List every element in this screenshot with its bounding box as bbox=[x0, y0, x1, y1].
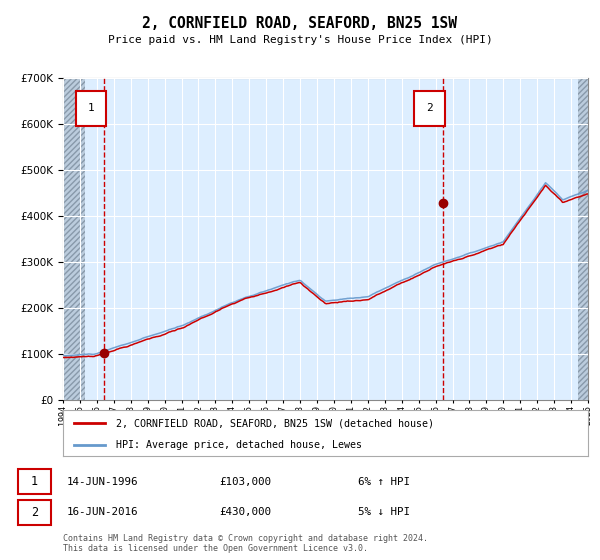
FancyBboxPatch shape bbox=[18, 469, 51, 494]
FancyBboxPatch shape bbox=[76, 91, 106, 126]
Text: Contains HM Land Registry data © Crown copyright and database right 2024.
This d: Contains HM Land Registry data © Crown c… bbox=[63, 534, 428, 553]
Text: 1: 1 bbox=[31, 475, 38, 488]
Bar bbox=[578, 78, 588, 400]
FancyBboxPatch shape bbox=[18, 500, 51, 525]
Text: Price paid vs. HM Land Registry's House Price Index (HPI): Price paid vs. HM Land Registry's House … bbox=[107, 35, 493, 45]
Text: 16-JUN-2016: 16-JUN-2016 bbox=[67, 507, 138, 517]
Text: 6% ↑ HPI: 6% ↑ HPI bbox=[358, 477, 410, 487]
Text: HPI: Average price, detached house, Lewes: HPI: Average price, detached house, Lewe… bbox=[115, 440, 361, 450]
Text: 14-JUN-1996: 14-JUN-1996 bbox=[67, 477, 138, 487]
Text: 1: 1 bbox=[88, 103, 94, 113]
Text: £103,000: £103,000 bbox=[220, 477, 271, 487]
Text: £430,000: £430,000 bbox=[220, 507, 271, 517]
Text: 5% ↓ HPI: 5% ↓ HPI bbox=[358, 507, 410, 517]
Text: 2, CORNFIELD ROAD, SEAFORD, BN25 1SW (detached house): 2, CORNFIELD ROAD, SEAFORD, BN25 1SW (de… bbox=[115, 418, 433, 428]
Text: 2: 2 bbox=[426, 103, 433, 113]
FancyBboxPatch shape bbox=[415, 91, 445, 126]
Text: 2: 2 bbox=[31, 506, 38, 519]
Bar bbox=[63, 78, 85, 400]
Text: 2, CORNFIELD ROAD, SEAFORD, BN25 1SW: 2, CORNFIELD ROAD, SEAFORD, BN25 1SW bbox=[143, 16, 458, 31]
